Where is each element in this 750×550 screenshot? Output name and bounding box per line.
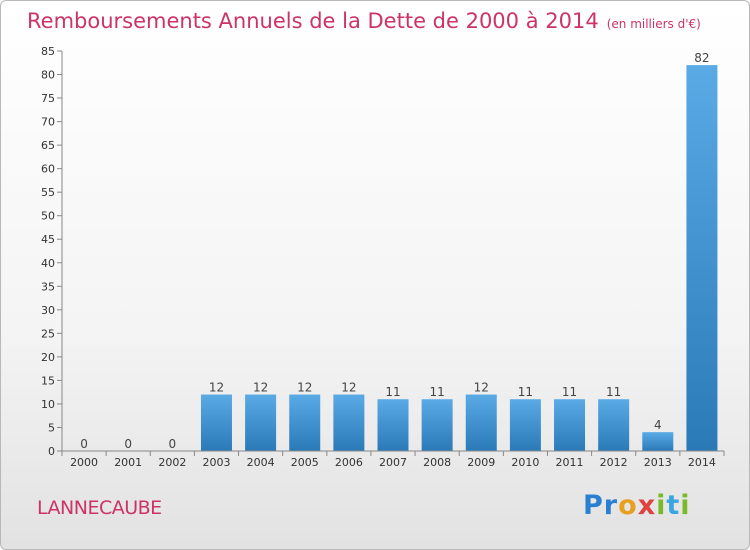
x-tick-label: 2001 [114,456,142,469]
bar [554,399,586,451]
bar [289,394,321,451]
x-tick-label: 2007 [379,456,407,469]
x-axis: 2000 2001 2002 2003 2004 2005 2006 2007 2008 2009… [61,450,725,469]
y-tick-label: 30 [41,304,55,317]
chart-title: Remboursements Annuels de la Dette de 20… [27,9,701,33]
y-tick-label: 25 [41,327,55,340]
bar [377,399,409,451]
y-tick-label: 45 [41,233,55,246]
bars: 0 0 0 12 12 12 12 11 11 12 11 11 11 4 82 [80,51,718,451]
bar [686,65,718,451]
y-tick-label: 85 [41,45,55,58]
bar-value-label: 12 [474,381,489,395]
proxiti-logo: Proxiti [583,490,691,521]
chart-subtitle: (en milliers d'€) [606,17,701,31]
bar [200,394,232,451]
y-tick-label: 15 [41,374,55,387]
y-tick-label: 75 [41,92,55,105]
logo-letter: t [666,490,681,521]
x-tick-label: 2011 [556,456,584,469]
x-tick-label: 2009 [467,456,495,469]
bar-value-label: 11 [606,385,621,399]
bar-value-label: 12 [341,381,356,395]
bar-value-label: 0 [169,437,177,451]
chart-title-text: Remboursements Annuels de la Dette de 20… [27,9,599,33]
bar-value-label: 0 [80,437,88,451]
bar [421,399,453,451]
x-tick-label: 2000 [70,456,98,469]
bar-value-label: 4 [654,418,662,432]
y-tick-label: 65 [41,139,55,152]
logo-letter: o [618,490,638,521]
x-tick-label: 2008 [423,456,451,469]
location-label: LANNECAUBE [37,497,162,519]
bar-value-label: 82 [694,51,709,65]
x-tick-label: 2010 [511,456,539,469]
bar-value-label: 11 [385,385,400,399]
y-axis: 0 5 10 15 20 25 30 35 40 45 50 55 60 65 70 75 80 85 [41,45,63,458]
y-tick-label: 10 [41,398,55,411]
x-tick-label: 2013 [644,456,672,469]
bar-value-label: 12 [209,381,224,395]
logo-letter: x [637,490,657,521]
y-tick-label: 35 [41,280,55,293]
x-tick-label: 2012 [600,456,628,469]
bar [598,399,630,451]
y-tick-label: 50 [41,210,55,223]
y-tick-label: 20 [41,351,55,364]
y-tick-label: 40 [41,257,55,270]
y-tick-label: 70 [41,116,55,129]
bar-value-label: 12 [253,381,268,395]
x-tick-label: 2006 [335,456,363,469]
logo-letter: r [603,490,619,521]
logo-letter: P [583,490,604,521]
logo-letter: i [656,490,667,521]
bar-value-label: 11 [562,385,577,399]
y-tick-label: 0 [48,445,55,458]
x-tick-label: 2002 [158,456,186,469]
bar [465,394,497,451]
bar-value-label: 12 [297,381,312,395]
bar-value-label: 0 [124,437,132,451]
bar [509,399,541,451]
y-tick-label: 5 [48,421,55,434]
y-tick-label: 80 [41,69,55,82]
bar-value-label: 11 [518,385,533,399]
bar [245,394,277,451]
x-tick-label: 2005 [291,456,319,469]
x-tick-label: 2004 [247,456,275,469]
x-tick-label: 2014 [688,456,716,469]
y-tick-label: 55 [41,186,55,199]
bar [333,394,365,451]
x-tick-label: 2003 [202,456,230,469]
logo-letter: i [680,490,691,521]
y-tick-label: 60 [41,163,55,176]
bar [642,432,674,451]
bar-value-label: 11 [429,385,444,399]
